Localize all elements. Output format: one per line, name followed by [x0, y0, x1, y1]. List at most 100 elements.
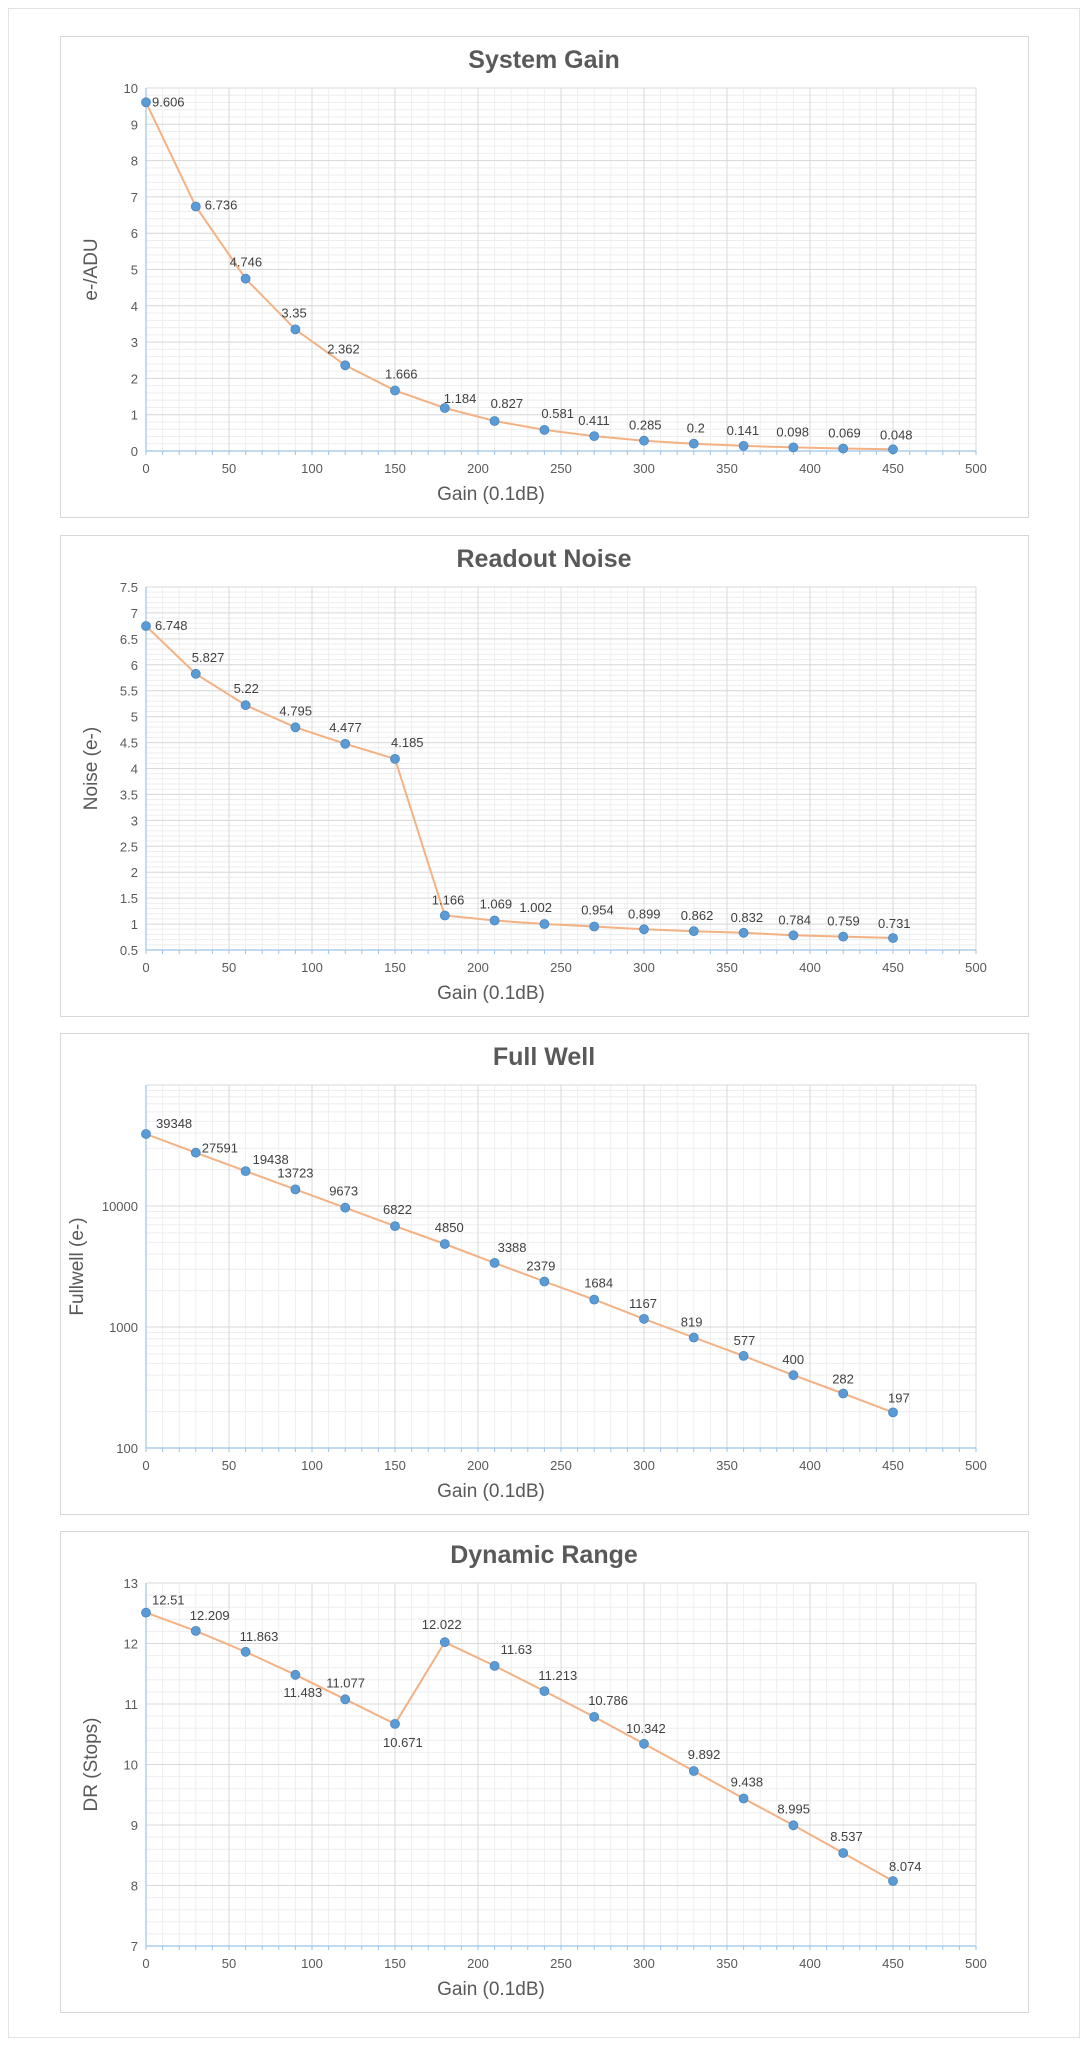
- chart1-data-point: [290, 722, 301, 733]
- chart2-data-label: 6822: [383, 1202, 412, 1217]
- chart0-data-point: [141, 97, 151, 108]
- chart3-x-tick-label: 150: [384, 1956, 406, 1971]
- chart2-data-point: [788, 1370, 799, 1381]
- chart2-y-tick-label: 100: [116, 1441, 138, 1456]
- chart3-data-label: 12.209: [190, 1608, 230, 1623]
- chart3-data-label: 8.537: [830, 1829, 863, 1844]
- chart3-data-point: [141, 1607, 151, 1618]
- chart3-x-tick-label: 0: [142, 1956, 149, 1971]
- chart1-data-point: [639, 924, 649, 935]
- chart1-data-point: [141, 621, 151, 631]
- chart0-data-label: 1.184: [444, 391, 477, 406]
- chart0-data-point: [340, 360, 351, 371]
- chart1-y-tick-label: 0.5: [120, 943, 138, 958]
- chart0-x-tick-label: 400: [799, 461, 821, 476]
- chart0-series-line: [145, 101, 894, 451]
- page-frame: [8, 8, 1080, 2038]
- chart2-data-point: [688, 1332, 699, 1343]
- chart3-data-label: 10.671: [383, 1735, 423, 1750]
- chart3-data-point: [838, 1848, 849, 1858]
- chart3-data-point: [539, 1686, 550, 1697]
- chart2-grid: [145, 1084, 977, 1449]
- chart0-y-tick-label: 4: [131, 299, 138, 314]
- chart1-data-point: [738, 927, 749, 938]
- chart1-data-label: 0.759: [827, 914, 860, 929]
- chart3-title: Dynamic Range: [450, 1541, 638, 1569]
- chart3-data-label: 10.342: [626, 1721, 666, 1736]
- chart0-x-tick-label: 250: [550, 461, 572, 476]
- chart2-data-label: 9673: [329, 1184, 358, 1199]
- dynamic-range-plot: Dynamic Range 0 50 100 150 200 250 300 350 400 450…: [81, 1541, 987, 2000]
- chart1-x-tick-label: 250: [550, 960, 572, 975]
- chart0-x-tick-label: 150: [384, 461, 406, 476]
- chart1-x-tick-label: 0: [142, 960, 149, 975]
- chart0-data-point: [639, 435, 649, 446]
- chart3-data-label: 8.074: [889, 1859, 922, 1874]
- chart1-data-point: [888, 933, 898, 943]
- chart1-data-label: 0.899: [628, 906, 661, 921]
- chart0-y-tick-label: 0: [131, 444, 138, 459]
- chart1-x-tick-label: 500: [965, 960, 987, 975]
- chart3-y-tick-label: 13: [124, 1576, 138, 1591]
- chart1-x-tick-label: 100: [301, 960, 323, 975]
- chart2-data-point: [639, 1313, 649, 1324]
- chart1-grid: [145, 586, 977, 951]
- chart3-x-tick-label: 400: [799, 1956, 821, 1971]
- chart0-y-tick-label: 1: [131, 408, 138, 423]
- chart3-x-tick-label: 200: [467, 1956, 489, 1971]
- chart0-data-label: 0.141: [727, 423, 760, 438]
- chart1-data-point: [788, 930, 799, 941]
- chart2-data-point: [439, 1239, 450, 1249]
- chart2-x-axis-label: Gain (0.1dB): [437, 1481, 545, 1502]
- chart3-x-tick-label: 450: [882, 1956, 904, 1971]
- chart1-data-label: 5.827: [192, 650, 225, 665]
- chart-dynamic-range: Dynamic Range 0 50 100 150 200 250 300 350 400 450…: [60, 1531, 1029, 2013]
- chart3-data-point: [340, 1694, 351, 1705]
- chart2-data-point: [489, 1257, 500, 1268]
- chart0-y-tick-label: 3: [131, 335, 138, 350]
- chart1-data-label: 1.069: [480, 897, 513, 912]
- chart1-data-label: 4.477: [329, 720, 362, 735]
- chart1-data-label: 1.166: [432, 893, 465, 908]
- chart3-data-label: 11.863: [240, 1629, 279, 1644]
- chart0-data-label: 9.606: [152, 94, 185, 109]
- chart1-y-tick-label: 4: [131, 762, 138, 777]
- chart0-data-label: 0.827: [491, 396, 524, 411]
- chart2-data-label: 19438: [253, 1152, 289, 1167]
- chart0-x-tick-label: 350: [716, 461, 738, 476]
- chart0-x-tick-label: 0: [142, 461, 149, 476]
- chart3-data-label: 11.213: [538, 1668, 577, 1683]
- chart1-y-tick-label: 3.5: [120, 787, 138, 802]
- chart1-data-label: 0.954: [581, 903, 614, 918]
- chart2-series-line: [145, 1133, 894, 1414]
- chart3-data-label: 12.022: [422, 1617, 462, 1632]
- chart1-y-tick-label: 6: [131, 658, 138, 673]
- chart1-x-tick-label: 400: [799, 960, 821, 975]
- chart0-data-point: [489, 416, 500, 426]
- chart0-data-label: 4.746: [230, 255, 263, 270]
- chart3-data-label: 12.51: [152, 1593, 185, 1608]
- chart1-data-label: 4.795: [279, 703, 312, 718]
- chart3-y-tick-label: 8: [131, 1879, 138, 1894]
- chart1-data-label: 0.731: [878, 916, 911, 931]
- chart3-x-tick-label: 100: [301, 1956, 323, 1971]
- chart3-data-label: 9.438: [731, 1775, 764, 1790]
- chart0-data-point: [390, 385, 400, 396]
- chart2-data-point: [290, 1184, 301, 1195]
- chart0-data-label: 0.069: [828, 426, 861, 441]
- chart0-data-label: 0.411: [578, 413, 610, 428]
- chart3-y-axis-label: DR (Stops): [81, 1718, 102, 1812]
- chart3-x-tick-label: 300: [633, 1956, 655, 1971]
- chart1-y-tick-label: 2.5: [120, 839, 138, 854]
- chart3-data-point: [439, 1637, 450, 1648]
- chart3-y-tick-label: 7: [131, 1939, 138, 1954]
- chart2-x-tick-label: 400: [799, 1458, 821, 1473]
- chart1-data-point: [539, 919, 550, 929]
- chart0-data-point: [888, 444, 898, 455]
- chart2-data-point: [738, 1350, 749, 1361]
- chart0-title: System Gain: [468, 46, 619, 74]
- chart2-data-label: 819: [681, 1315, 703, 1330]
- chart1-series-line: [145, 625, 894, 939]
